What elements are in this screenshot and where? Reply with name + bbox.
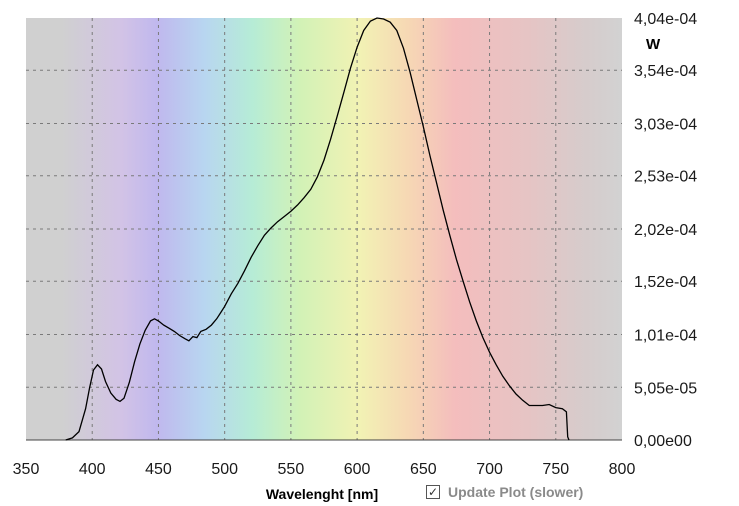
update-plot-label: Update Plot (slower) xyxy=(448,484,584,500)
y-unit-label: W xyxy=(646,36,661,53)
y-tick-label: 2,53e-04 xyxy=(634,169,697,186)
x-tick-label: 750 xyxy=(542,461,569,478)
y-tick-label: 4,04e-04 xyxy=(634,11,697,28)
spectrum-line xyxy=(65,17,570,441)
x-tick-label: 350 xyxy=(13,461,40,478)
y-tick-label: 0,00e00 xyxy=(634,433,692,450)
x-tick-label: 700 xyxy=(476,461,503,478)
x-tick-label: 800 xyxy=(609,461,636,478)
x-tick-label: 450 xyxy=(145,461,172,478)
y-tick-label: 3,54e-04 xyxy=(634,63,697,80)
update-plot-checkbox[interactable]: ✓ xyxy=(426,485,440,499)
x-axis-ticks: 350 400 450 500 550 600 650 700 750 800 xyxy=(13,461,636,478)
y-tick-label: 5,05e-05 xyxy=(634,380,697,397)
x-tick-label: 600 xyxy=(344,461,371,478)
y-tick-label: 3,03e-04 xyxy=(634,117,697,134)
x-tick-label: 550 xyxy=(278,461,305,478)
grid xyxy=(26,18,622,440)
y-axis-ticks: 0,00e00 5,05e-05 1,01e-04 1,52e-04 2,02e-04 2… xyxy=(634,11,697,450)
x-tick-label: 500 xyxy=(211,461,238,478)
y-tick-label: 1,01e-04 xyxy=(634,328,697,345)
y-tick-label: 1,52e-04 xyxy=(634,274,697,291)
x-axis-label: Wavelenght [nm] xyxy=(266,486,378,502)
update-plot-toggle[interactable]: ✓ Update Plot (slower) xyxy=(426,484,583,500)
check-mark-icon: ✓ xyxy=(427,485,439,499)
x-tick-label: 650 xyxy=(410,461,437,478)
x-tick-label: 400 xyxy=(79,461,106,478)
y-tick-label: 2,02e-04 xyxy=(634,222,697,239)
